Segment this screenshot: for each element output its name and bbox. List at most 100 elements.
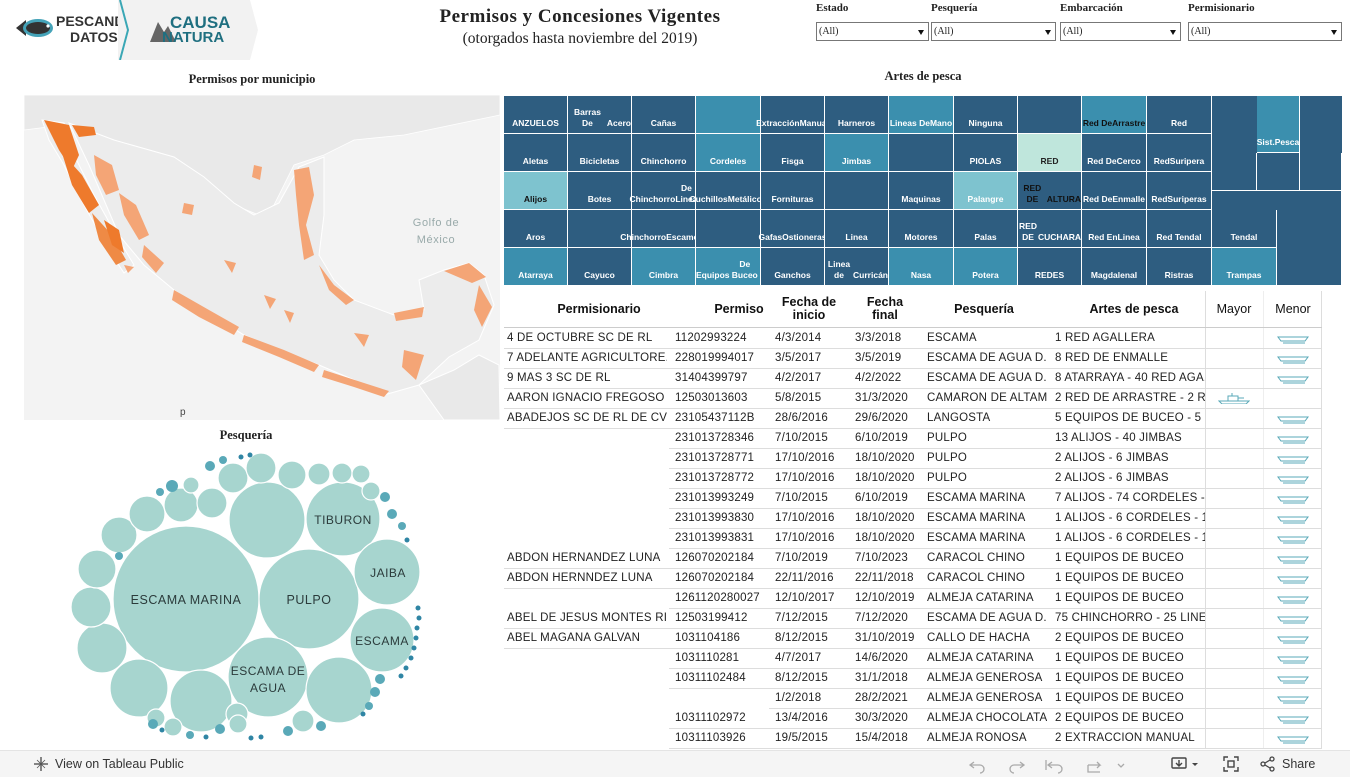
bubble[interactable] — [277, 460, 307, 490]
arte-cell[interactable]: Motores — [889, 210, 954, 248]
arte-cell[interactable]: Cordeles — [696, 134, 761, 172]
fullscreen-icon[interactable] — [1222, 755, 1240, 773]
arte-cell[interactable]: Aletas — [504, 134, 568, 172]
bubble[interactable] — [186, 731, 194, 739]
bubble[interactable] — [245, 452, 277, 484]
arte-cell[interactable]: Red En Linea — [1082, 210, 1147, 248]
arte-cell[interactable]: Equipos De Buceo — [696, 248, 761, 286]
table-row[interactable]: 7 ADELANTE AGRICULTORE.. 228019994017 3/5/… — [504, 348, 1322, 368]
arte-cell[interactable]: Aros — [504, 210, 568, 248]
arte-cell[interactable]: RED — [1018, 134, 1082, 172]
municipality[interactable] — [142, 245, 164, 273]
arte-cell[interactable]: Extracción Manual — [756, 96, 829, 134]
bubble[interactable] — [228, 481, 306, 559]
table-row[interactable]: 1/2/2018 28/2/2021 ALMEJA GENEROSA 1 EQUIPO… — [504, 688, 1322, 708]
col-mayor[interactable]: Mayor — [1216, 301, 1252, 316]
table-row[interactable]: ABEL MAGAÑA GALVAN 1031104186 8/12/2015 31/… — [504, 628, 1322, 648]
table-row[interactable]: 4 DE OCTUBRE SC DE RL 11202993224 4/3/2014… — [504, 328, 1322, 348]
arte-cell[interactable] — [696, 96, 761, 134]
arte-cell[interactable]: Barras De Acero — [568, 96, 632, 134]
bubble[interactable] — [77, 549, 117, 589]
arte-cell[interactable]: Palangre — [954, 172, 1018, 210]
table-row[interactable]: 231013993831 17/10/2016 18/10/2020 ESCAMA M… — [504, 528, 1322, 548]
arte-cell[interactable]: Linea — [825, 210, 889, 248]
estado-dropdown[interactable]: (All) — [816, 22, 929, 41]
arte-cell[interactable]: Cimbra — [632, 248, 696, 286]
bubble[interactable] — [375, 674, 385, 684]
table-row[interactable]: 10311102484 8/12/2015 31/1/2018 ALMEJA GENE… — [504, 668, 1322, 688]
arte-cell[interactable] — [696, 210, 761, 248]
arte-cell[interactable]: Palas — [954, 210, 1018, 248]
municipality[interactable] — [224, 260, 236, 273]
municipality[interactable] — [402, 350, 424, 380]
chevron-down-icon[interactable] — [1117, 763, 1125, 768]
arte-cell[interactable]: Fisga — [761, 134, 825, 172]
municipality[interactable] — [44, 120, 79, 170]
arte-cell[interactable] — [825, 172, 889, 210]
arte-cell[interactable]: PIOLAS — [954, 134, 1018, 172]
arte-cell[interactable]: Red De Enmalle — [1082, 172, 1147, 210]
arte-cell[interactable]: RED DE ALTURA — [1018, 172, 1082, 210]
arte-cell[interactable]: Maquinas — [889, 172, 954, 210]
municipality[interactable] — [264, 295, 276, 309]
bubble[interactable] — [205, 461, 215, 471]
arte-cell[interactable] — [1257, 153, 1300, 191]
arte-cell[interactable]: Chinchorro Escamero — [620, 210, 707, 248]
table-row[interactable]: 10311102972 13/4/2016 30/3/2020 ALMEJA CHOC… — [504, 708, 1322, 728]
table-row[interactable]: AARON IGNACIO FREGOSO .. 12503013603 5/8/2… — [504, 388, 1322, 408]
municipality[interactable] — [172, 290, 239, 335]
bubble[interactable] — [76, 622, 128, 674]
bubble[interactable] — [398, 522, 406, 530]
col-fecha-inicio[interactable]: Fecha de inicio — [781, 295, 837, 322]
arte-cell[interactable]: Potera — [954, 248, 1018, 286]
table-row[interactable]: 1261120280027 12/10/2017 12/10/2019 ALMEJA … — [504, 588, 1322, 608]
bubble[interactable] — [413, 635, 419, 641]
arte-cell[interactable]: RED DE CUCHARA — [1018, 210, 1082, 248]
municipality[interactable] — [394, 307, 424, 321]
arte-cell[interactable]: Red Suripera — [1147, 134, 1212, 172]
municipality[interactable] — [242, 335, 319, 372]
arte-cell[interactable]: Atarraya — [504, 248, 568, 286]
col-permiso[interactable]: Permiso — [714, 301, 764, 316]
municipality[interactable] — [124, 265, 134, 273]
municipality[interactable] — [104, 220, 124, 253]
bubble[interactable] — [166, 480, 178, 492]
table-row[interactable]: 231013993249 7/10/2015 6/10/2019 ESCAMA MAR… — [504, 488, 1322, 508]
bubble[interactable] — [169, 669, 233, 733]
bubble[interactable] — [215, 724, 225, 734]
arte-cell[interactable]: Fornituras — [761, 172, 825, 210]
arte-cell[interactable]: Red Tendal — [1147, 210, 1212, 248]
table-row[interactable]: ABEL DE JESUS MONTES RIV.. 12503199412 7/1… — [504, 608, 1322, 628]
table-row[interactable]: 231013728771 17/10/2016 18/10/2020 PULPO 2 A… — [504, 448, 1322, 468]
arte-cell[interactable]: Chinchorro De Linea — [630, 172, 698, 210]
table-row[interactable]: 10311103926 19/5/2015 15/4/2018 ALMEJA ROÑO… — [504, 728, 1322, 748]
col-permisionario[interactable]: Permisionario — [557, 301, 641, 316]
bubble[interactable] — [414, 625, 420, 631]
municipality[interactable] — [444, 263, 486, 283]
arte-cell[interactable]: Tendal — [1212, 210, 1277, 248]
artes-treemap[interactable]: ANZUELOS Barras De Acero Cañas Extracción Man… — [504, 96, 1342, 286]
undo-icon[interactable] — [968, 761, 985, 774]
pesqueria-bubble-chart[interactable]: ESCAMA MARINA PULPO TIBURON JAIBA ESCAMA… — [60, 448, 430, 746]
table-row[interactable]: 231013728772 17/10/2016 18/10/2020 PULPO 2 A… — [504, 468, 1322, 488]
bubble[interactable] — [411, 645, 417, 651]
arte-cell[interactable]: Ristras — [1147, 248, 1212, 286]
table-row[interactable]: 9 MAS 3 SC DE RL 31404399797 4/2/2017 4/2/2… — [504, 368, 1322, 388]
municipality[interactable] — [92, 213, 126, 265]
arte-cell[interactable]: Gafas Ostioneras — [758, 210, 827, 248]
municipality[interactable] — [319, 265, 354, 305]
municipality[interactable] — [62, 153, 99, 213]
view-on-tableau-link[interactable]: View on Tableau Public — [55, 757, 184, 771]
arte-cell[interactable]: Red Suriperas — [1147, 172, 1212, 210]
arte-cell[interactable]: Ninguna — [954, 96, 1018, 134]
bubble[interactable] — [349, 607, 415, 673]
arte-cell[interactable]: Red De Arrastre — [1082, 96, 1147, 134]
bubble[interactable] — [353, 538, 421, 606]
arte-cell[interactable] — [1277, 191, 1342, 286]
arte-cell[interactable]: Trampas — [1212, 248, 1277, 286]
bubble[interactable] — [398, 673, 404, 679]
municipality[interactable] — [474, 285, 492, 327]
arte-cell[interactable]: Nasa — [889, 248, 954, 286]
bubble[interactable] — [370, 687, 380, 697]
table-row[interactable]: ABDON HERNANDEZ LUNA 126070202184 7/10/201… — [504, 548, 1322, 568]
